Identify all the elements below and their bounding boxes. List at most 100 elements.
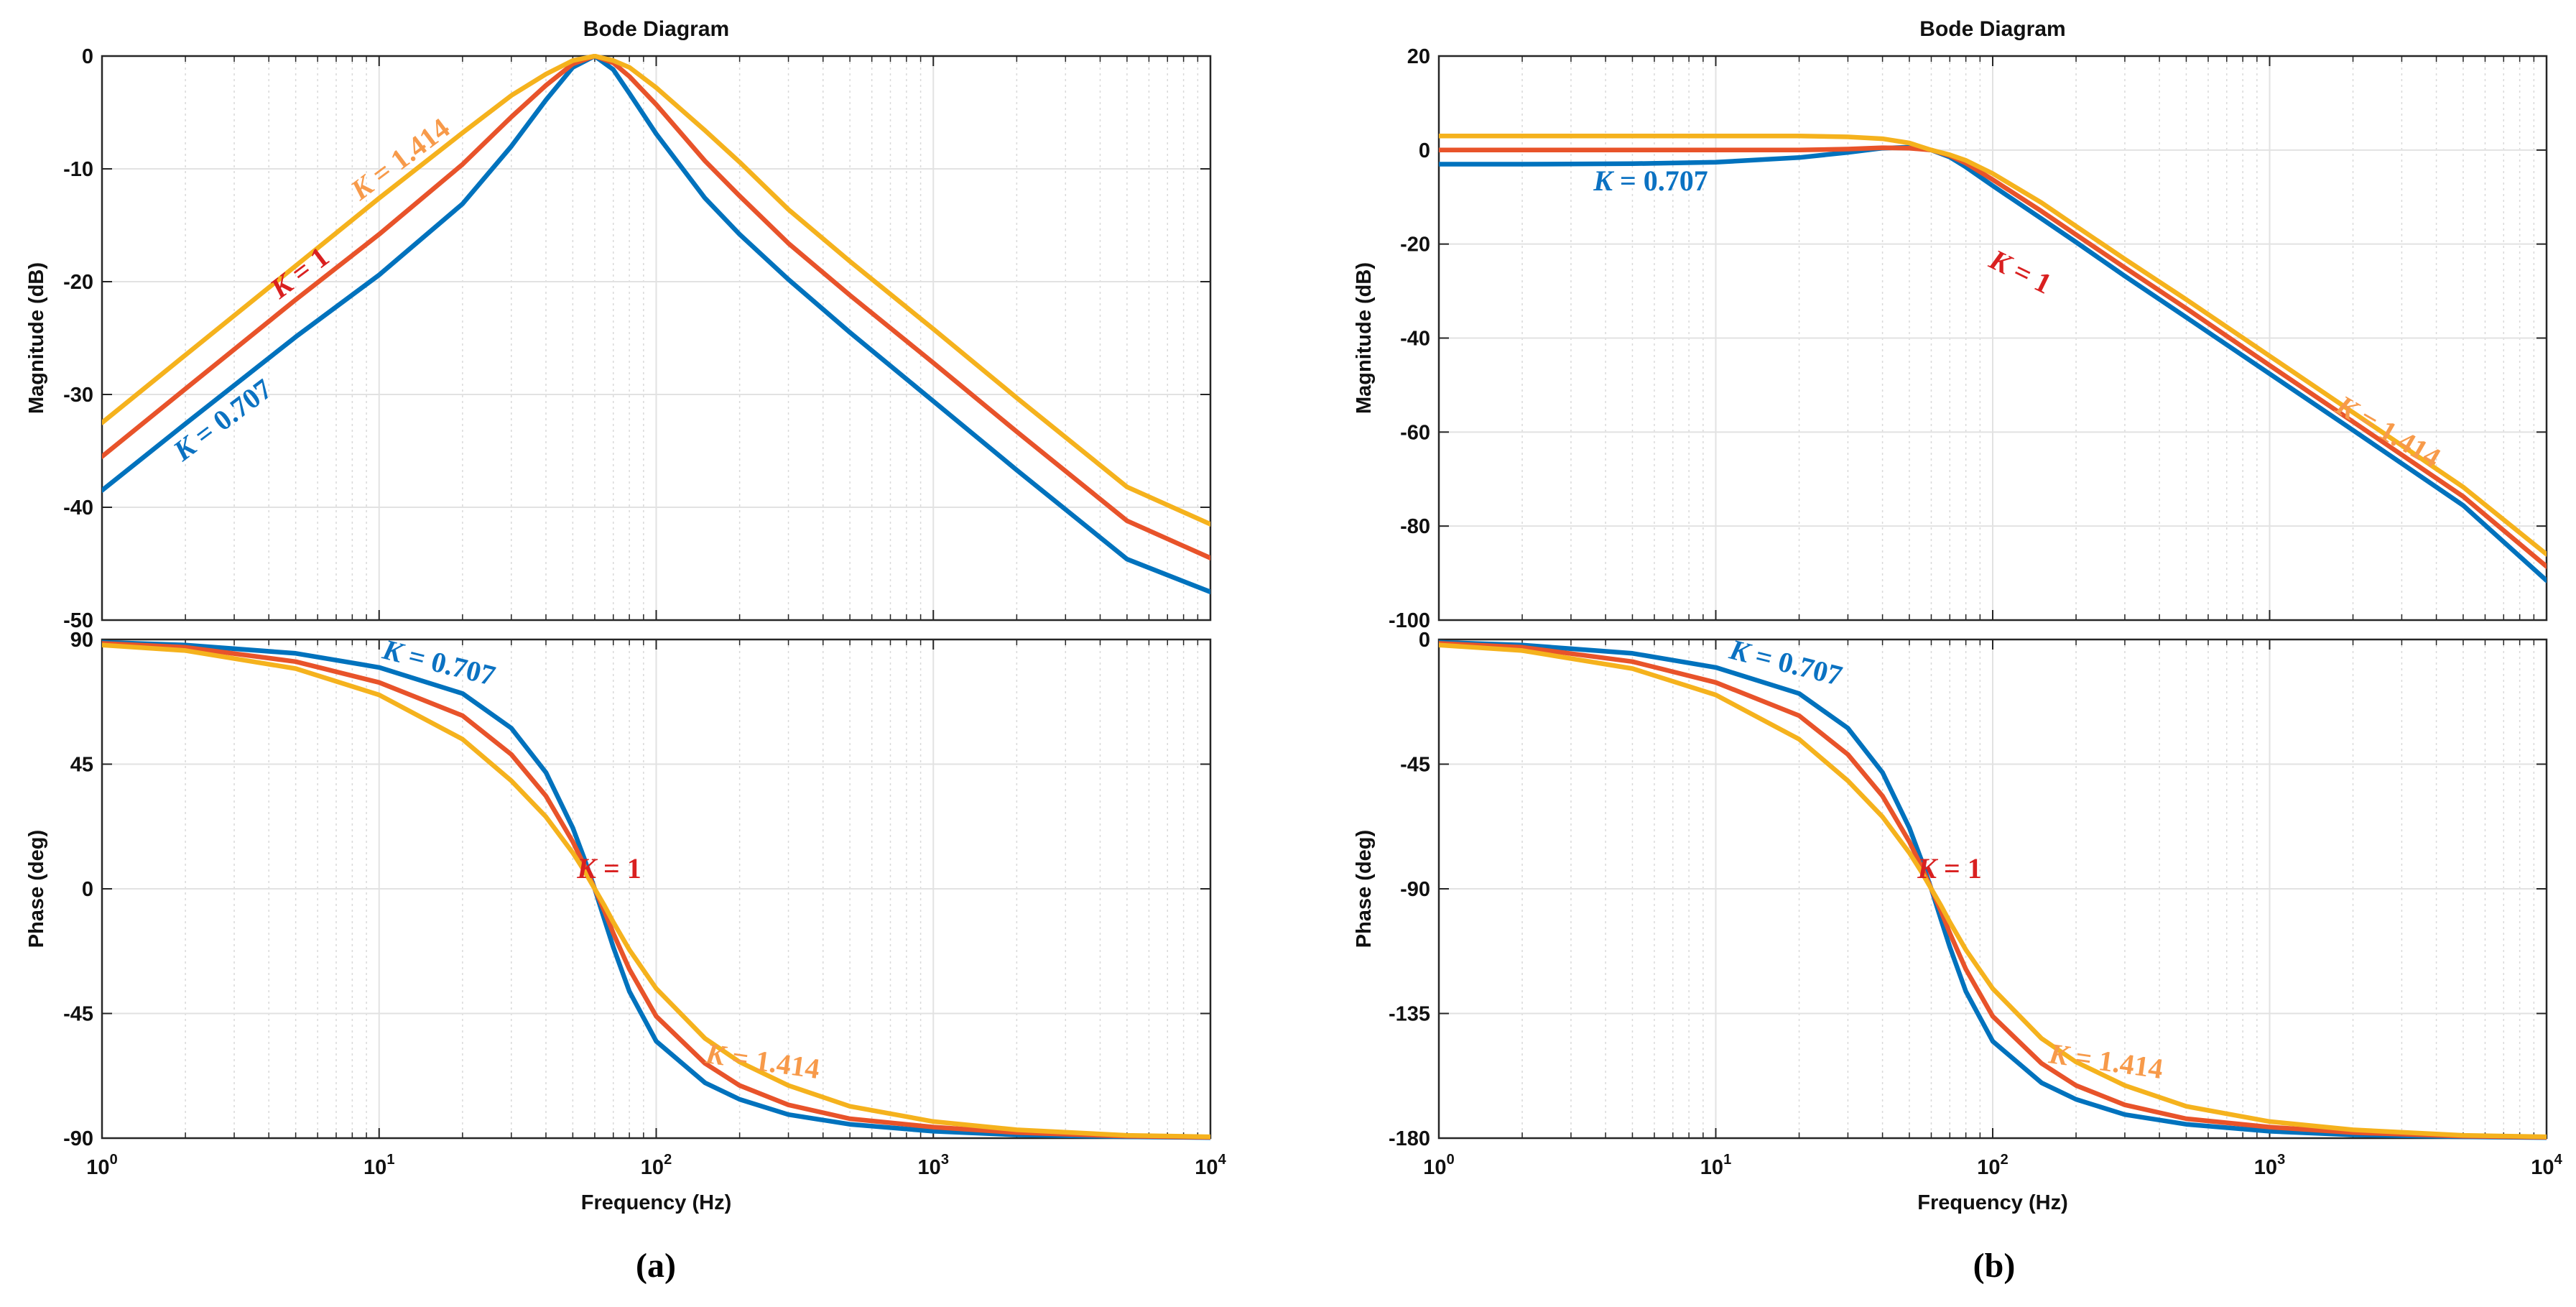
x-tick-label: 102 [641, 1152, 672, 1179]
phase-axes-frame [1437, 638, 2548, 1140]
x-axis-label: Frequency (Hz) [1917, 1191, 2067, 1214]
phase-ylabel: Phase (deg) [25, 830, 48, 948]
y-tick-label: -80 [1400, 515, 1430, 538]
y-tick-label: -40 [1400, 328, 1430, 351]
x-tick-base: 10 [1195, 1156, 1218, 1179]
y-tick-label: 20 [1407, 45, 1430, 68]
series-line-k-0-707 [1439, 639, 2547, 1140]
y-tick-label: -45 [1400, 754, 1430, 777]
x-tick-base: 10 [2531, 1156, 2554, 1179]
x-tick-exponent: 0 [1447, 1152, 1455, 1168]
x-tick-label: 100 [1423, 1152, 1454, 1179]
x-tick-label: 102 [1977, 1152, 2008, 1179]
y-tick-label: 0 [1419, 139, 1430, 162]
x-tick-base: 10 [918, 1156, 941, 1179]
y-tick-label: -40 [63, 497, 93, 519]
x-tick-base: 10 [641, 1156, 664, 1179]
x-tick-label: 104 [2531, 1152, 2562, 1179]
annotation-value: = 0.707 [398, 637, 499, 692]
x-axis-label: Frequency (Hz) [581, 1191, 731, 1214]
chart-title: Bode Diagram [583, 17, 729, 41]
magnitude-axes: 20 0 -20 -40 -60 -80 -100 Magnitude (dB) K = 0.7… [1353, 45, 2548, 632]
magnitude-ylabel: Magnitude (dB) [25, 262, 48, 414]
x-tick-exponent: 0 [110, 1152, 118, 1168]
curve-annotation: K = 1 [1984, 243, 2057, 300]
magnitude-ylabel: Magnitude (dB) [1353, 262, 1376, 414]
phase-axes: 0 -45 -90 -135 -180 Phase (deg) K = 0.707 K = 1… [1353, 629, 2548, 1150]
y-tick-label: 45 [70, 754, 93, 777]
x-tick-label: 104 [1195, 1152, 1226, 1179]
magnitude-series [102, 54, 1210, 595]
y-tick-label: 90 [70, 629, 93, 652]
series-line-k-1-414 [102, 642, 1210, 1140]
annotation-var: K [1593, 165, 1614, 197]
x-tick-base: 10 [2254, 1156, 2277, 1179]
annotation-value: = 1.414 [723, 1040, 822, 1085]
curve-annotation: K = 1 [576, 852, 641, 885]
x-tick-exponent: 1 [386, 1152, 394, 1168]
y-tick-label: -45 [63, 1003, 93, 1026]
y-tick-label: -60 [1400, 421, 1430, 444]
series-line-k-0-707 [102, 54, 1210, 595]
y-tick-label: -90 [1400, 878, 1430, 901]
annotation-var: K [1917, 852, 1938, 885]
y-tick-label: 0 [82, 45, 93, 68]
x-tick-base: 10 [1700, 1156, 1723, 1179]
x-tick-exponent: 1 [1723, 1152, 1731, 1168]
y-tick-label: -50 [63, 609, 93, 632]
magnitude-axes: 0 -10 -20 -30 -40 -50 Magnitude (dB) K = 1.414 K… [25, 45, 1212, 632]
x-tick-base: 10 [1423, 1156, 1446, 1179]
x-tick-exponent: 2 [2001, 1152, 2009, 1168]
series-line-k-1-414 [1439, 133, 2547, 557]
magnitude-axes-frame [1437, 55, 2548, 622]
curve-annotation: K = 0.707 [1725, 633, 1845, 692]
series-line-k-0-707 [102, 639, 1210, 1140]
x-tick-label: 101 [1700, 1152, 1731, 1179]
curve-annotation: K = 0.707 [1593, 165, 1708, 197]
series-line-k-1 [102, 54, 1210, 560]
x-tick-label: 103 [2254, 1152, 2285, 1179]
phase-series [102, 639, 1210, 1140]
annotation-value: = 1 [596, 852, 641, 885]
x-tick-exponent: 3 [941, 1152, 949, 1168]
annotation-value: = 1.414 [2066, 1040, 2165, 1085]
series-line-k-1-414 [1439, 642, 2547, 1140]
x-tick-base: 10 [86, 1156, 109, 1179]
annotation-value: = 0.707 [1745, 637, 1845, 692]
series-line-k-1-414 [102, 54, 1210, 527]
panel-label: (a) [636, 1247, 676, 1285]
y-tick-label: -180 [1389, 1127, 1430, 1150]
annotation-value: = 1 [1937, 852, 1982, 885]
x-tick-base: 10 [363, 1156, 386, 1179]
magnitude-axes-frame [101, 55, 1212, 622]
phase-series [1439, 639, 2547, 1140]
x-tick-exponent: 4 [2554, 1152, 2563, 1168]
x-tick-base: 10 [1977, 1156, 2000, 1179]
y-tick-label: -20 [63, 271, 93, 294]
y-tick-label: -30 [63, 384, 93, 407]
x-tick-exponent: 2 [664, 1152, 672, 1168]
x-tick-label: 100 [86, 1152, 117, 1179]
series-line-k-1 [102, 641, 1210, 1140]
y-tick-label: 0 [82, 878, 93, 901]
chart-title: Bode Diagram [1919, 17, 2065, 41]
y-tick-label: -90 [63, 1127, 93, 1150]
annotation-var: K [576, 852, 598, 885]
y-tick-label: -100 [1389, 609, 1430, 632]
curve-annotation: K = 0.707 [379, 633, 499, 692]
series-line-k-0-707 [1439, 144, 2547, 583]
phase-axes-frame [101, 638, 1212, 1140]
x-tick-label: 101 [363, 1152, 394, 1179]
panel-label: (b) [1973, 1247, 2016, 1285]
phase-ylabel: Phase (deg) [1353, 830, 1376, 948]
y-tick-label: -10 [63, 158, 93, 181]
curve-annotation: K = 1.414 [703, 1037, 822, 1085]
x-tick-exponent: 4 [1218, 1152, 1227, 1168]
annotation-value: = 0.707 [1613, 165, 1708, 197]
y-tick-label: -20 [1400, 234, 1430, 257]
x-tick-exponent: 3 [2277, 1152, 2285, 1168]
curve-annotation: K = 0.707 [167, 372, 278, 468]
